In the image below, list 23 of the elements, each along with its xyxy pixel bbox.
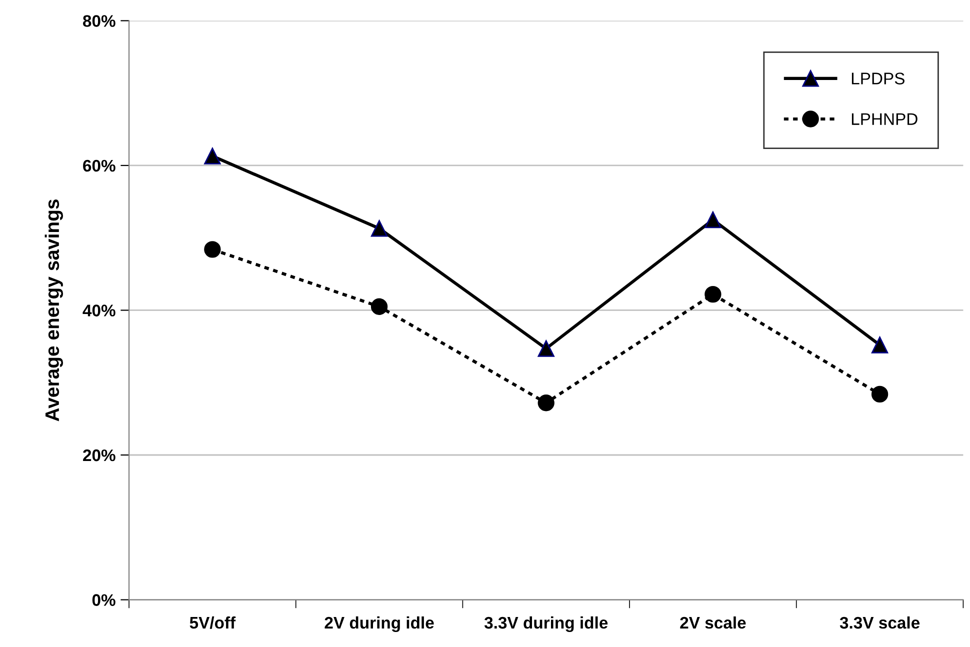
point: [538, 394, 554, 412]
y-axis-title: Average energy savings: [44, 200, 64, 422]
x-tick-label: 2V during idle: [324, 616, 434, 632]
legend-label: LPDPS: [852, 72, 904, 84]
point: [204, 241, 221, 258]
y-tick-label: 0%: [92, 594, 116, 606]
point: [871, 386, 888, 403]
x-tick-label: 3.3V during idle: [484, 616, 608, 632]
point: [370, 298, 388, 315]
point: [370, 220, 388, 237]
x-tick-label: 3.3V scale: [840, 616, 920, 629]
point: [871, 336, 888, 354]
point: [704, 286, 722, 303]
point: [204, 148, 221, 164]
y-tick-label: 20%: [83, 449, 116, 462]
point: [538, 340, 554, 357]
y-tick-label: 40%: [82, 304, 116, 316]
y-tick-label: 80%: [82, 15, 116, 27]
x-tick-label: 5V/off: [190, 616, 236, 629]
x-tick-label: 2V scale: [680, 616, 746, 629]
point: [704, 211, 722, 228]
legend-label: LPHNPD: [852, 113, 918, 125]
y-tick-label: 60%: [83, 160, 116, 172]
